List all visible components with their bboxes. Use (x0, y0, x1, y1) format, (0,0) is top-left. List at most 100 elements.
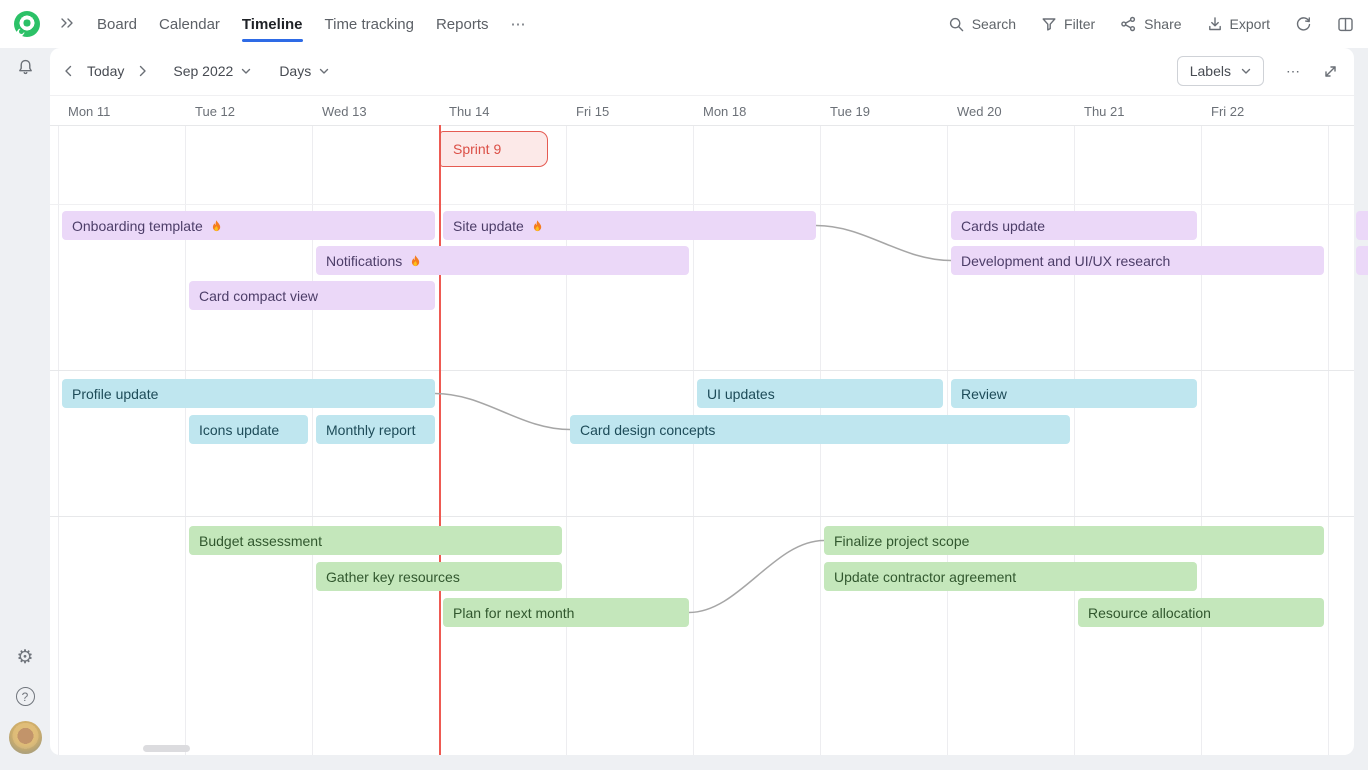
task-bar[interactable]: Finalize project scope (824, 526, 1324, 555)
lane-separator (50, 516, 1354, 517)
task-label: Update contractor agreement (834, 568, 1017, 585)
export-icon (1208, 17, 1221, 31)
header-divider (50, 125, 1354, 126)
filter-icon (1042, 18, 1056, 31)
timeline-toolbar-left: Today Sep 2022 Days (64, 55, 329, 87)
user-avatar[interactable] (0, 721, 50, 754)
task-bar[interactable]: Site update (443, 211, 816, 240)
sprint-label: Sprint 9 (453, 141, 502, 157)
nav-more-button[interactable]: ⋯ (510, 16, 527, 33)
today-button[interactable]: Today (87, 63, 125, 79)
day-header: Thu 14 (449, 104, 490, 119)
day-header: Fri 15 (576, 104, 610, 119)
export-label: Export (1229, 16, 1270, 32)
task-label: Budget assessment (199, 532, 322, 549)
share-button[interactable]: Share (1120, 16, 1182, 32)
task-label: Finalize project scope (834, 532, 970, 549)
tab-timeline[interactable]: Timeline (241, 0, 303, 48)
period-dropdown[interactable]: Sep 2022 (173, 63, 251, 79)
search-button[interactable]: Search (948, 16, 1016, 33)
task-label: Resource allocation (1088, 604, 1211, 621)
task-label: Notifications (326, 252, 403, 269)
task-bar[interactable]: Resource allocation (1078, 598, 1324, 627)
help-button[interactable]: ? (0, 687, 50, 706)
flame-icon (533, 219, 542, 231)
task-bar[interactable]: Icons update (189, 415, 308, 444)
gridline-vertical (566, 125, 567, 755)
nav-actions: Search Filter Share Export (948, 0, 1354, 48)
labels-label: Labels (1189, 63, 1231, 79)
help-icon: ? (15, 687, 35, 706)
filter-label: Filter (1064, 16, 1096, 32)
avatar-photo (8, 721, 42, 754)
day-header: Fri 22 (1211, 104, 1245, 119)
horizontal-scrollbar-thumb[interactable] (143, 745, 190, 752)
next-period-chevron[interactable] (138, 65, 147, 77)
gridline-vertical (1074, 125, 1075, 755)
task-bar[interactable]: Plan for next month (443, 598, 689, 627)
day-header: Tue 12 (195, 104, 235, 119)
task-bar-clipped[interactable] (1356, 246, 1368, 275)
search-icon (949, 17, 963, 31)
task-bar[interactable]: Development and UI/UX research (951, 246, 1324, 275)
gridline-vertical (58, 125, 59, 755)
task-bar-clipped[interactable] (1356, 211, 1368, 240)
bell-icon (18, 59, 32, 75)
gridline-vertical (312, 125, 313, 755)
settings-button[interactable]: ⚙ (0, 646, 50, 669)
gridline-vertical (1328, 125, 1329, 755)
split-panel-icon[interactable] (1337, 16, 1354, 33)
task-label: Monthly report (326, 421, 416, 438)
tab-reports[interactable]: Reports (435, 15, 489, 33)
task-label: Gather key resources (326, 568, 460, 585)
task-label: Profile update (72, 385, 159, 402)
tab-calendar[interactable]: Calendar (159, 15, 220, 33)
scale-dropdown[interactable]: Days (279, 63, 329, 79)
lane-separator (50, 204, 1354, 205)
task-label: Site update (453, 217, 524, 234)
share-icon (1121, 16, 1136, 32)
collapse-sidebar-icon[interactable] (59, 15, 75, 31)
task-bar[interactable]: Update contractor agreement (824, 562, 1197, 591)
lane-separator (50, 370, 1354, 371)
today-marker-line (439, 125, 441, 755)
nav-tabs: Board Calendar Timeline Time tracking Report… (97, 0, 527, 48)
task-label: Cards update (961, 217, 1046, 234)
task-bar[interactable]: Card design concepts (570, 415, 1070, 444)
sprint-milestone[interactable]: Sprint 9 (440, 131, 548, 167)
tab-time-tracking[interactable]: Time tracking (324, 15, 414, 33)
chevron-down-icon (1241, 68, 1251, 74)
task-bar[interactable]: Profile update (62, 379, 435, 408)
task-bar[interactable]: Cards update (951, 211, 1197, 240)
day-header: Wed 20 (957, 104, 1002, 119)
gear-icon: ⚙ (16, 647, 34, 668)
top-nav: Board Calendar Timeline Time tracking Report… (0, 0, 1368, 48)
task-bar[interactable]: Gather key resources (316, 562, 562, 591)
expand-fullscreen-icon[interactable] (1323, 64, 1338, 79)
task-bar[interactable]: UI updates (697, 379, 943, 408)
task-bar[interactable]: Notifications (316, 246, 689, 275)
prev-period-chevron[interactable] (64, 65, 73, 77)
notifications-bell-button[interactable] (0, 58, 50, 78)
task-label: Plan for next month (453, 604, 575, 621)
task-label: UI updates (707, 385, 775, 402)
task-bar[interactable]: Budget assessment (189, 526, 562, 555)
refresh-icon[interactable] (1295, 16, 1312, 33)
tab-board[interactable]: Board (97, 15, 138, 33)
toolbar-more-button[interactable]: ⋯ (1286, 62, 1301, 79)
chevron-down-icon (320, 68, 329, 74)
export-button[interactable]: Export (1207, 16, 1270, 32)
planyway-logo[interactable] (14, 11, 40, 37)
scale-label: Days (279, 63, 312, 79)
task-bar[interactable]: Review (951, 379, 1197, 408)
labels-dropdown-button[interactable]: Labels (1176, 56, 1264, 86)
gridline-vertical (185, 125, 186, 755)
task-bar[interactable]: Monthly report (316, 415, 435, 444)
day-header: Mon 18 (703, 104, 747, 119)
task-bar[interactable]: Card compact view (189, 281, 435, 310)
gridline-vertical (1201, 125, 1202, 755)
day-header: Tue 19 (830, 104, 870, 119)
task-bar[interactable]: Onboarding template (62, 211, 435, 240)
task-label: Card design concepts (580, 421, 716, 438)
filter-button[interactable]: Filter (1041, 16, 1095, 32)
